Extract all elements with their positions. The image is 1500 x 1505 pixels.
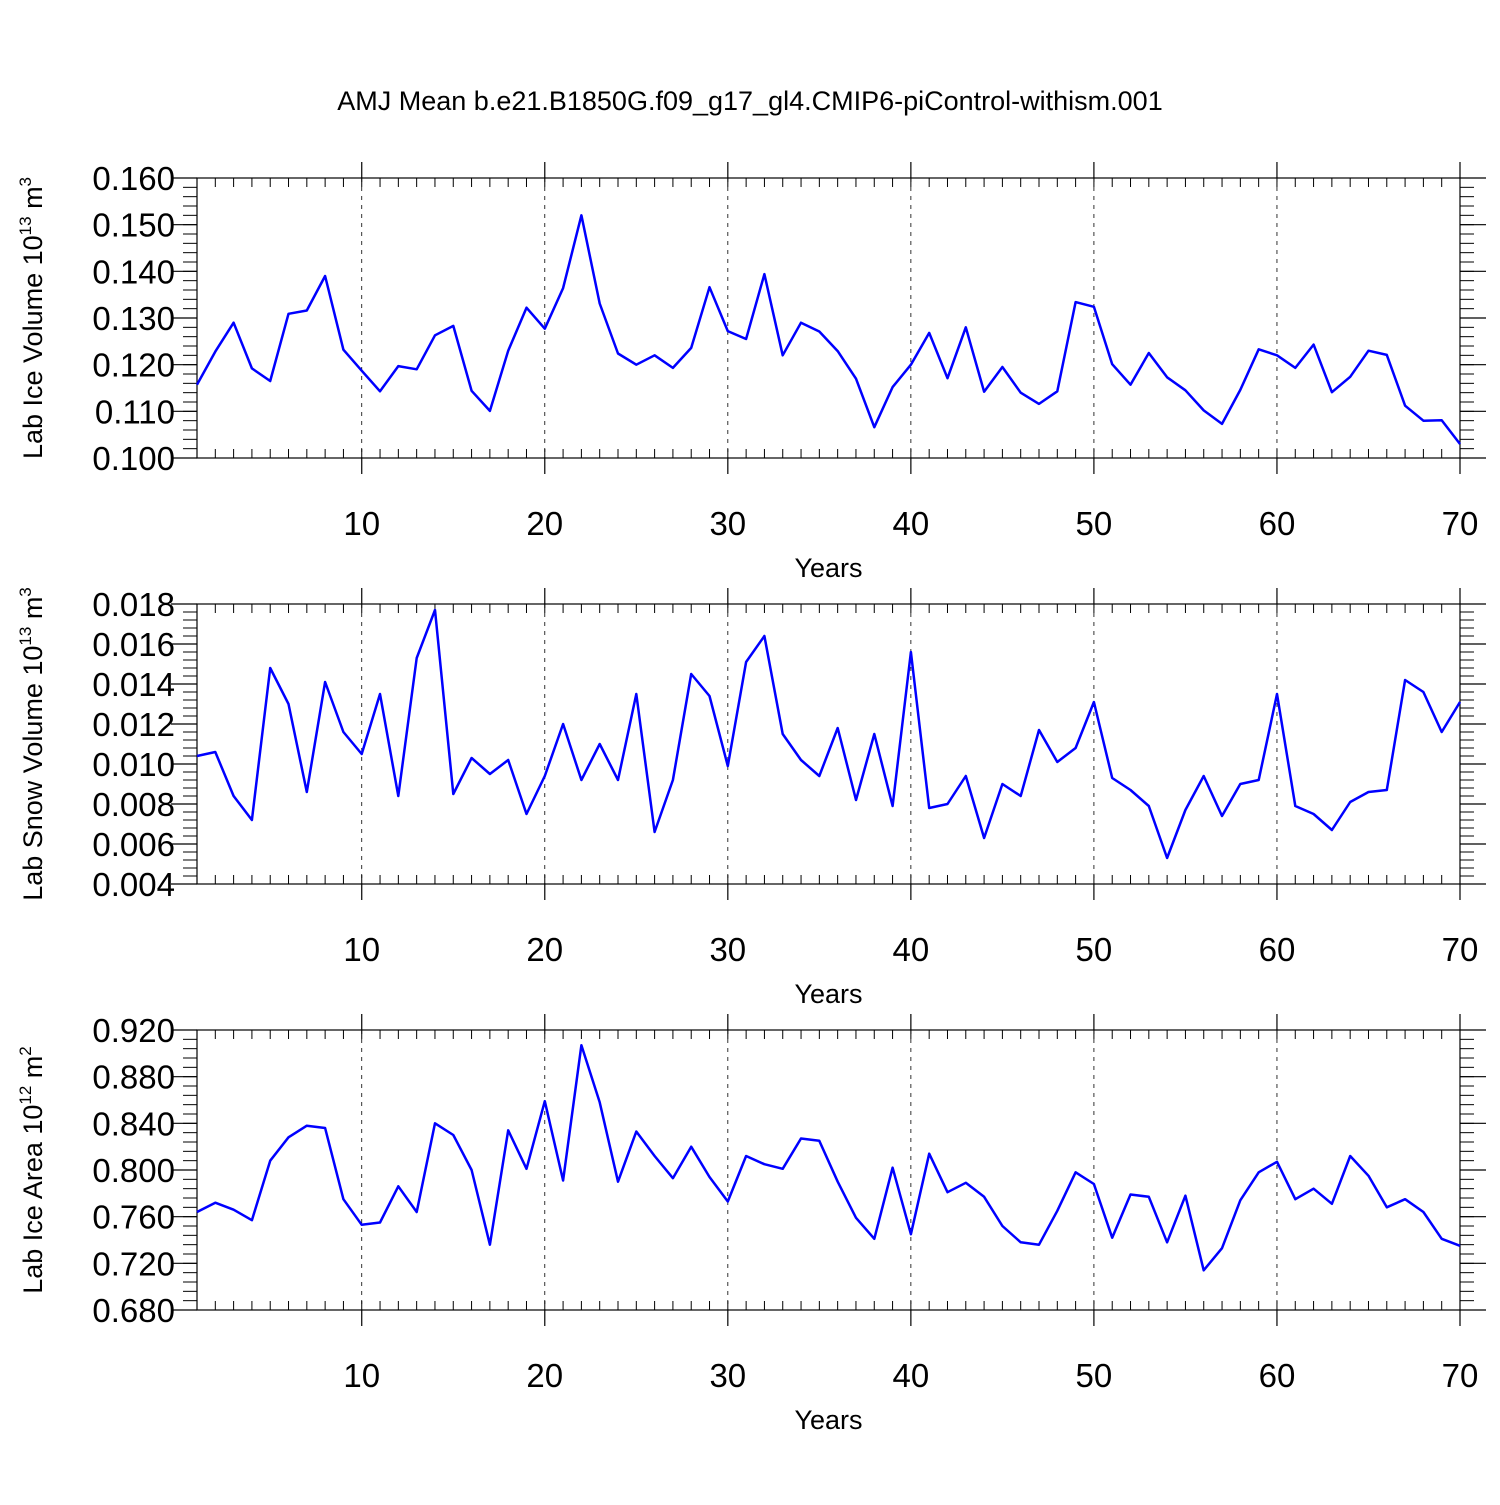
y-tick-label: 0.012 bbox=[92, 706, 175, 743]
plot-frame bbox=[196, 603, 1461, 885]
x-tick-label: 20 bbox=[526, 1357, 563, 1394]
y-tick-label: 0.150 bbox=[92, 207, 175, 244]
y-tick-label: 0.016 bbox=[92, 626, 175, 663]
series-line bbox=[195, 214, 1461, 445]
y-tick-label: 0.760 bbox=[92, 1199, 175, 1236]
y-tick-label: 0.120 bbox=[92, 347, 175, 384]
panel-2: 10 20 30 40 50 60 700.0040.0060.0080.0100.0120… bbox=[16, 586, 1486, 1009]
y-tick-label: 0.920 bbox=[92, 1012, 175, 1049]
y-axis-title-superscript: 12 bbox=[16, 1086, 35, 1105]
x-tick-label: 50 bbox=[1076, 505, 1113, 542]
x-tick-label: 60 bbox=[1259, 1357, 1296, 1394]
panel-3: 10 20 30 40 50 60 70 0.680 0.720 0.760 0.800 0.840 0… bbox=[16, 1012, 1486, 1435]
y-tick-label: 0.160 bbox=[92, 160, 175, 197]
y-axis-title-part: m bbox=[18, 186, 48, 216]
y-axis-title-part: Lab Snow Volume 10 bbox=[18, 646, 48, 901]
y-axis-title: Lab Ice Area 1012 m2 bbox=[16, 1046, 48, 1294]
x-tick-label: 40 bbox=[893, 505, 930, 542]
x-tick-label: 10 bbox=[343, 505, 380, 542]
panel-1: 10 20 30 40 50 60 70 0.100 0.110 0.120 0.130 0.140 0… bbox=[16, 160, 1486, 583]
y-tick-label: 0.800 bbox=[92, 1152, 175, 1189]
y-tick-label: 0.008 bbox=[92, 786, 175, 823]
x-tick-label: 70 bbox=[1442, 931, 1479, 968]
y-axis-title-part: m bbox=[18, 597, 48, 627]
y-axis-title-superscript: 2 bbox=[16, 1046, 35, 1055]
x-tick-label: 10 bbox=[343, 1357, 380, 1394]
x-tick-label: 30 bbox=[709, 505, 746, 542]
x-tick-label: 50 bbox=[1076, 1357, 1113, 1394]
y-tick-label: 0.130 bbox=[92, 300, 175, 337]
y-tick-label: 0.680 bbox=[92, 1292, 175, 1329]
y-tick-label: 0.018 bbox=[92, 586, 175, 623]
y-tick-label: 0.004 bbox=[92, 866, 175, 903]
y-tick-label: 0.720 bbox=[92, 1245, 175, 1282]
series-line bbox=[196, 608, 1462, 860]
x-tick-label: 60 bbox=[1259, 505, 1296, 542]
y-axis-title-part: Lab Ice Volume 10 bbox=[18, 235, 48, 459]
y-axis-title-superscript: 3 bbox=[16, 177, 35, 186]
x-axis-title: Years bbox=[794, 1405, 862, 1435]
y-tick-label: 0.140 bbox=[92, 253, 175, 290]
x-tick-label: 50 bbox=[1076, 931, 1113, 968]
y-tick-label: 0.100 bbox=[92, 440, 175, 477]
series-line bbox=[196, 1043, 1461, 1272]
y-axis-title-superscript: 3 bbox=[16, 587, 35, 596]
y-axis-title: Lab Ice Volume 1013 m3 bbox=[16, 177, 48, 459]
plot-frame bbox=[196, 177, 1461, 459]
x-tick-label: 30 bbox=[709, 1357, 746, 1394]
x-tick-label: 70 bbox=[1442, 505, 1479, 542]
x-tick-label: 20 bbox=[526, 505, 563, 542]
y-axis-title-part: Lab Ice Area 10 bbox=[18, 1105, 48, 1294]
x-tick-label: 40 bbox=[893, 1357, 930, 1394]
y-axis-title-part: m bbox=[18, 1056, 48, 1086]
x-tick-label: 10 bbox=[343, 931, 380, 968]
y-axis-title: Lab Snow Volume 1013 m3 bbox=[16, 587, 48, 901]
x-axis-title: Years bbox=[794, 979, 862, 1009]
y-tick-label: 0.014 bbox=[92, 666, 175, 703]
plot-frame bbox=[196, 1029, 1461, 1311]
x-tick-label: 40 bbox=[893, 931, 930, 968]
y-tick-label: 0.110 bbox=[95, 393, 175, 430]
y-tick-label: 0.006 bbox=[92, 826, 175, 863]
y-axis-title-superscript: 13 bbox=[16, 216, 35, 235]
x-tick-label: 70 bbox=[1442, 1357, 1479, 1394]
y-tick-label: 0.010 bbox=[92, 746, 175, 783]
x-tick-label: 20 bbox=[526, 931, 563, 968]
x-tick-label: 60 bbox=[1259, 931, 1296, 968]
y-axis-title-superscript: 13 bbox=[16, 627, 35, 646]
x-tick-label: 30 bbox=[709, 931, 746, 968]
chart-title: AMJ Mean b.e21.B1850G.f09_g17_gl4.CMIP6-… bbox=[337, 86, 1163, 116]
y-tick-label: 0.840 bbox=[92, 1105, 175, 1142]
y-tick-label: 0.880 bbox=[92, 1059, 175, 1096]
x-axis-title: Years bbox=[794, 553, 862, 583]
